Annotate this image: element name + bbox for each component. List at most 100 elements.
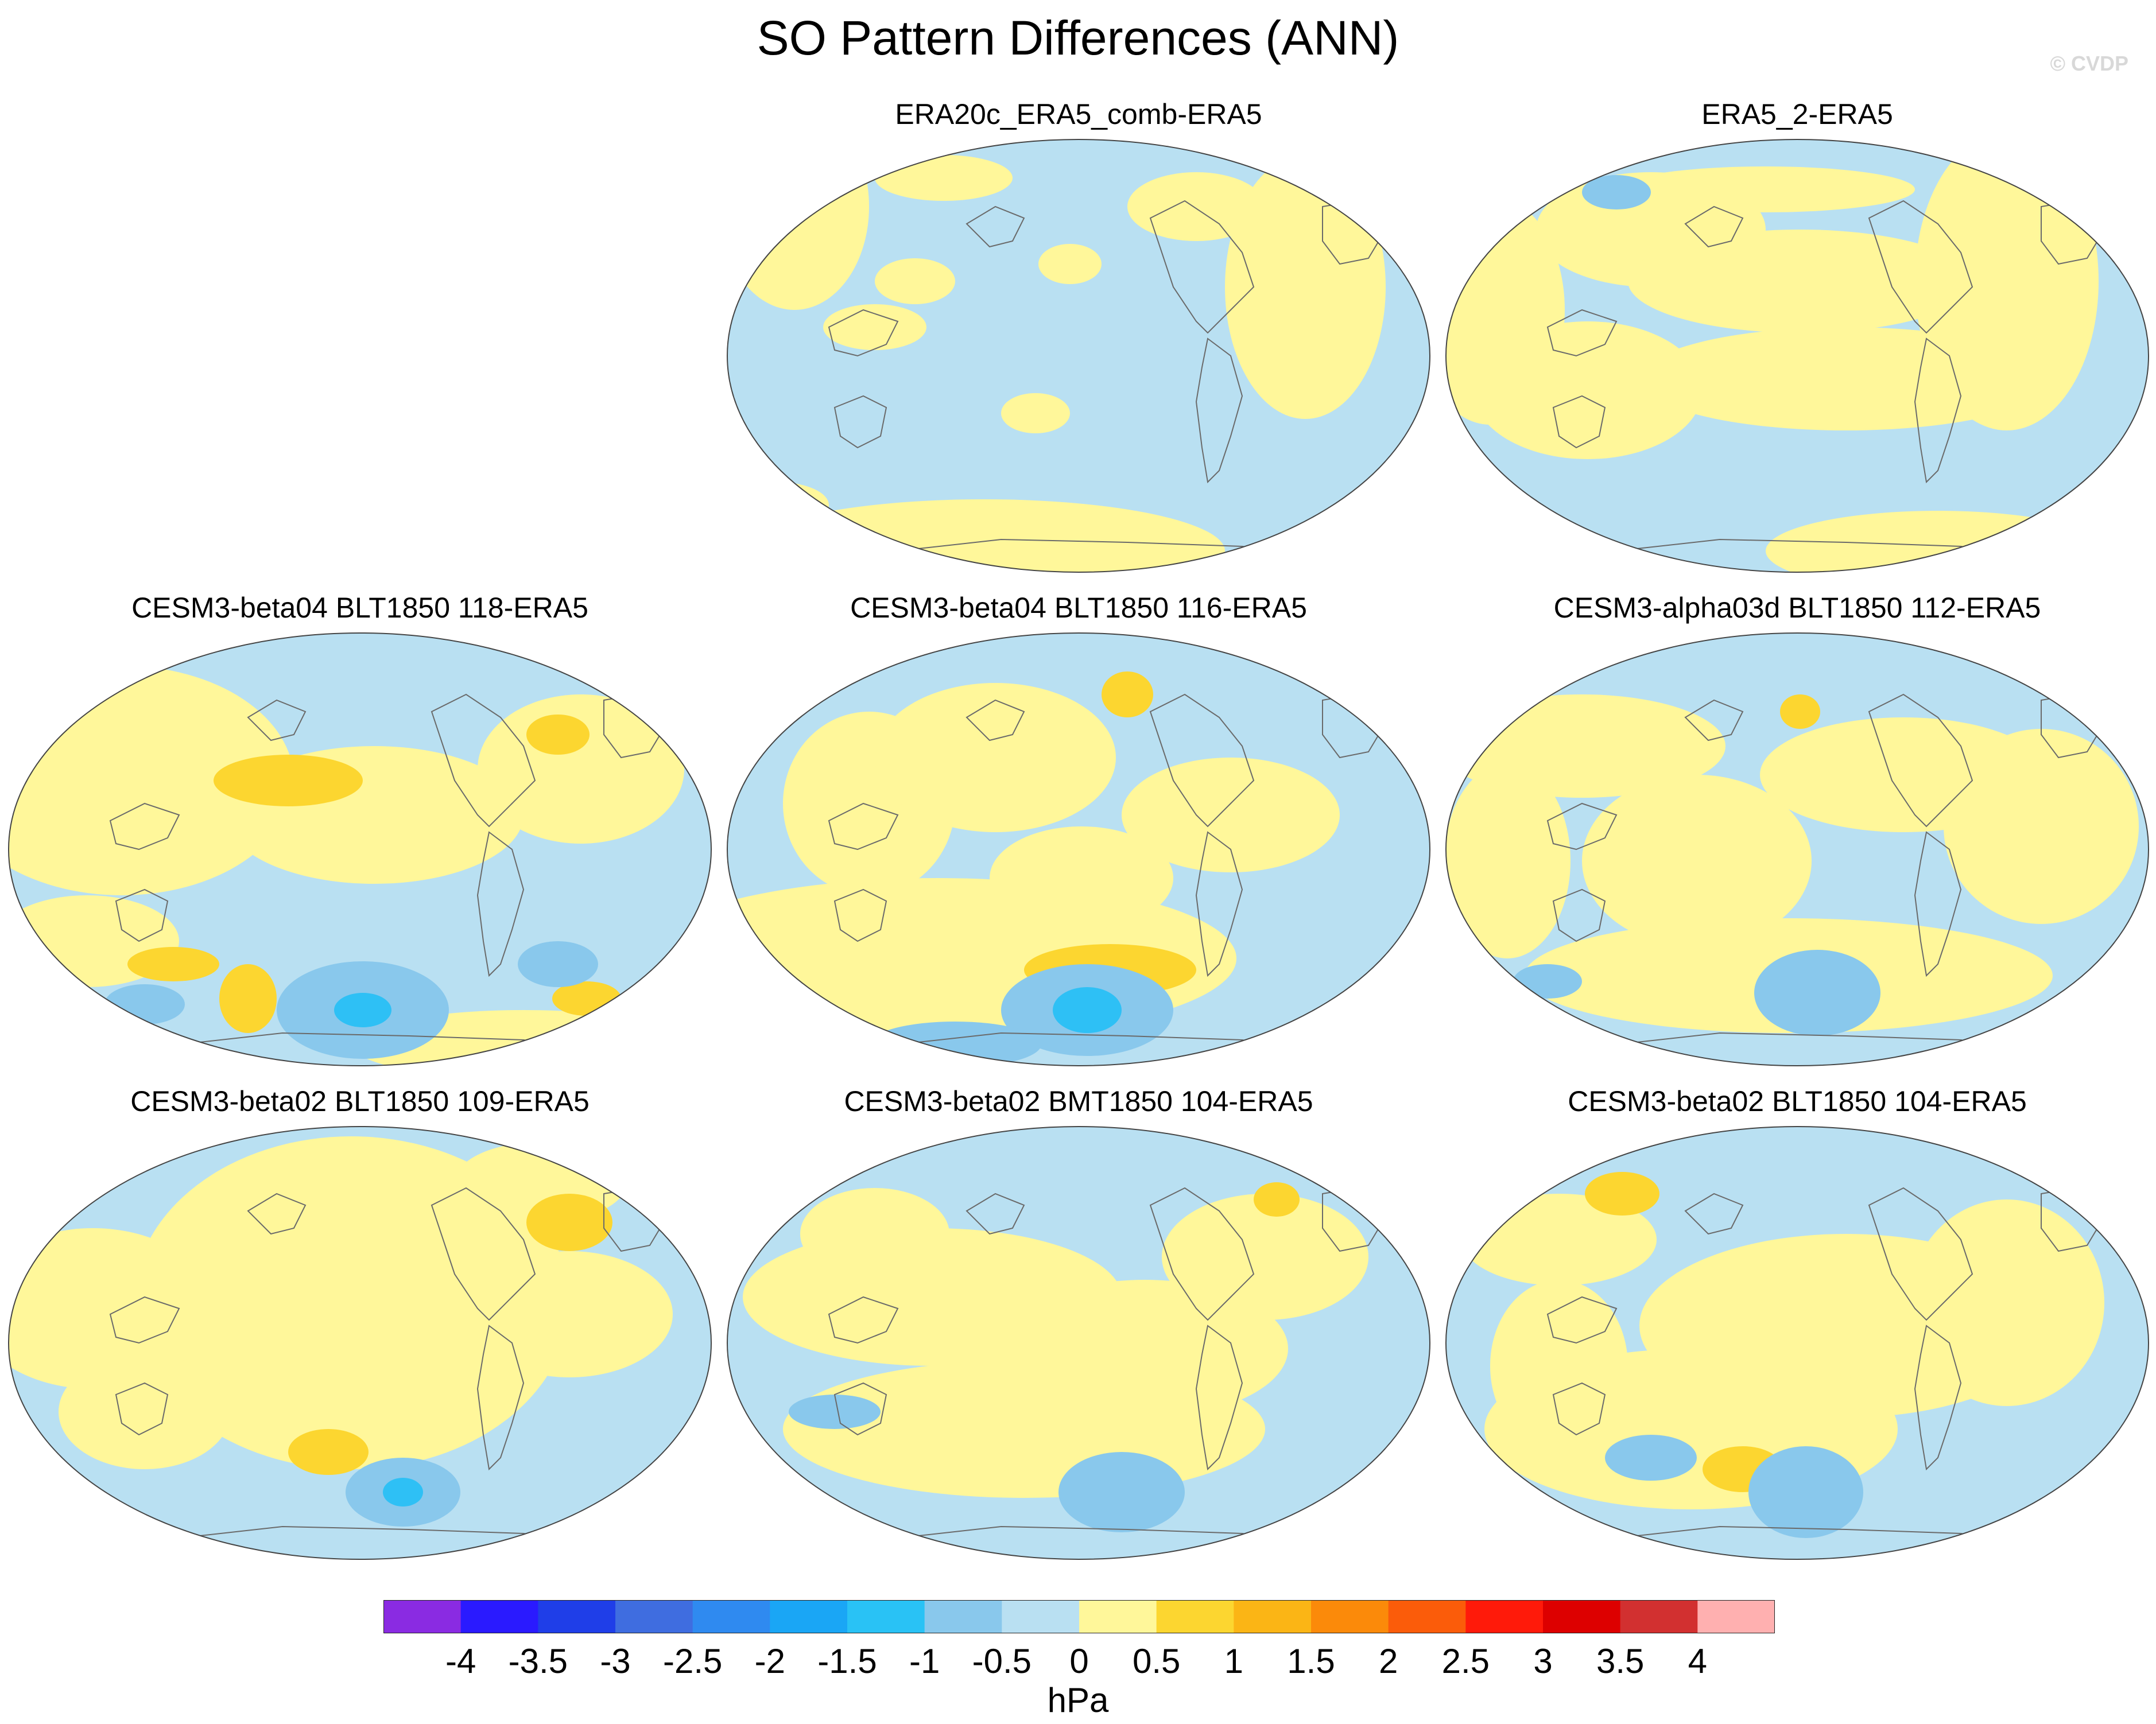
coastline	[247, 699, 307, 741]
panel-title: CESM3-beta02 BLT1850 104-ERA5	[1568, 1085, 2027, 1117]
contour-region	[743, 499, 1225, 572]
contour-region	[1225, 155, 1386, 419]
colorbar-tick-label: 3.5	[1596, 1642, 1645, 1680]
map-4	[727, 632, 1430, 1066]
colorbar-swatch	[770, 1600, 848, 1633]
colorbar-swatch	[1388, 1600, 1466, 1633]
colorbar-tick-label: 2	[1379, 1642, 1398, 1680]
contour-region	[1585, 1172, 1659, 1216]
colorbar-swatch	[383, 1600, 462, 1633]
colorbar-swatch	[460, 1600, 538, 1633]
contour-region	[1944, 729, 2139, 924]
coastline	[833, 395, 887, 449]
colorbar-units: hPa	[1047, 1681, 1109, 1719]
colorbar-swatch	[1311, 1600, 1389, 1633]
coastline	[828, 1296, 899, 1344]
coastline	[1195, 831, 1243, 977]
colorbar-swatch	[538, 1600, 616, 1633]
contour-region	[1490, 1280, 1628, 1452]
coastline	[109, 802, 180, 851]
contour-region	[1122, 758, 1340, 872]
contour-region	[783, 1360, 1265, 1498]
colorbar	[383, 1600, 1775, 1633]
coastline	[1868, 200, 1973, 334]
coastline	[1684, 699, 1744, 741]
globe-outline	[8, 1126, 712, 1560]
contour-region	[288, 1429, 369, 1475]
contour-region	[789, 1395, 881, 1429]
panel-title: CESM3-beta04 BLT1850 116-ERA5	[850, 592, 1307, 624]
coastline	[1552, 1382, 1606, 1436]
map-7	[727, 1126, 1430, 1560]
map-fields	[727, 139, 1430, 572]
contour-region	[1628, 230, 1972, 333]
contour-region	[990, 826, 1173, 930]
contour-region	[727, 482, 829, 528]
colorbar-tick-label: -3.5	[508, 1642, 568, 1680]
map-panel-1: ERA20c_ERA5_comb-ERA5	[726, 98, 1432, 591]
coastline	[1546, 1296, 1618, 1344]
colorbar-tick-label: -2.5	[662, 1642, 723, 1680]
contour-region	[869, 1022, 1041, 1066]
contour-region	[800, 1188, 949, 1280]
coastline	[828, 309, 899, 357]
panel-title: CESM3-beta02 BMT1850 104-ERA5	[844, 1085, 1313, 1117]
contour-region	[219, 964, 277, 1033]
map-3	[8, 632, 712, 1066]
coastline	[115, 1382, 169, 1436]
contour-region	[1038, 244, 1102, 284]
contour-region	[104, 984, 185, 1024]
contour-region	[466, 1251, 673, 1377]
globe-outline	[1445, 139, 2149, 573]
colorbar-tick-label: -1.5	[817, 1642, 877, 1680]
contour-region	[133, 1136, 569, 1469]
contour-region	[1513, 964, 1582, 999]
coastline	[1914, 831, 1962, 977]
colorbar-tick-label: 1.5	[1287, 1642, 1335, 1680]
map-fields	[1446, 1127, 2149, 1559]
coastline	[1195, 1325, 1243, 1471]
coastline	[109, 1296, 180, 1344]
figure-title: SO Pattern Differences (ANN)	[757, 11, 1399, 65]
map-fields	[9, 1127, 711, 1559]
map-panel-7: CESM3-beta02 BMT1850 104-ERA5	[726, 1085, 1432, 1578]
contour-region	[1582, 175, 1651, 209]
map-fields	[727, 1127, 1430, 1559]
coastline	[431, 1187, 536, 1321]
coastline	[1546, 802, 1618, 851]
colorbar-swatch	[924, 1600, 1002, 1633]
coastline	[247, 1193, 307, 1235]
colorbar-tick-label: 1	[1224, 1642, 1243, 1680]
colorbar-tick-label: -4	[445, 1642, 476, 1680]
colorbar-swatch	[847, 1600, 925, 1633]
contour-region	[1616, 166, 1915, 212]
colorbar-swatch	[1543, 1600, 1621, 1633]
colorbar-labels: -4 -3.5 -3 -2.5 -2 -1.5 -1 -0.5 0 0.5 1 1.5 2 2.5 3 3.5…	[383, 1641, 1775, 1682]
colorbar-tick-label: 0.5	[1132, 1642, 1181, 1680]
contour-region	[214, 755, 363, 806]
contour-region	[526, 715, 590, 755]
coastline	[1195, 337, 1243, 484]
contour-region	[1748, 1446, 1863, 1538]
contour-region	[1909, 1199, 2104, 1406]
contour-region	[823, 304, 926, 350]
map-panel-6: CESM3-beta02 BLT1850 109-ERA5	[7, 1085, 713, 1578]
contour-region	[1127, 172, 1265, 241]
globe-outline	[727, 1126, 1430, 1560]
coastline	[1149, 693, 1255, 828]
map-fields	[9, 633, 711, 1066]
map-panel-5: CESM3-alpha03d BLT1850 112-ERA5	[1444, 591, 2150, 1085]
colorbar-swatch	[1465, 1600, 1544, 1633]
contour-region	[875, 258, 955, 304]
coastline	[1552, 888, 1606, 942]
contour-region	[1053, 987, 1122, 1033]
coastline	[965, 1193, 1025, 1235]
coastline	[431, 693, 536, 828]
map-fields	[727, 633, 1430, 1066]
contour-region	[1162, 1194, 1368, 1320]
contour-region	[1058, 1452, 1185, 1532]
coastline	[1914, 337, 1962, 484]
coastline	[1552, 395, 1606, 449]
globe-outline	[1445, 632, 2149, 1066]
map-8	[1445, 1126, 2149, 1560]
